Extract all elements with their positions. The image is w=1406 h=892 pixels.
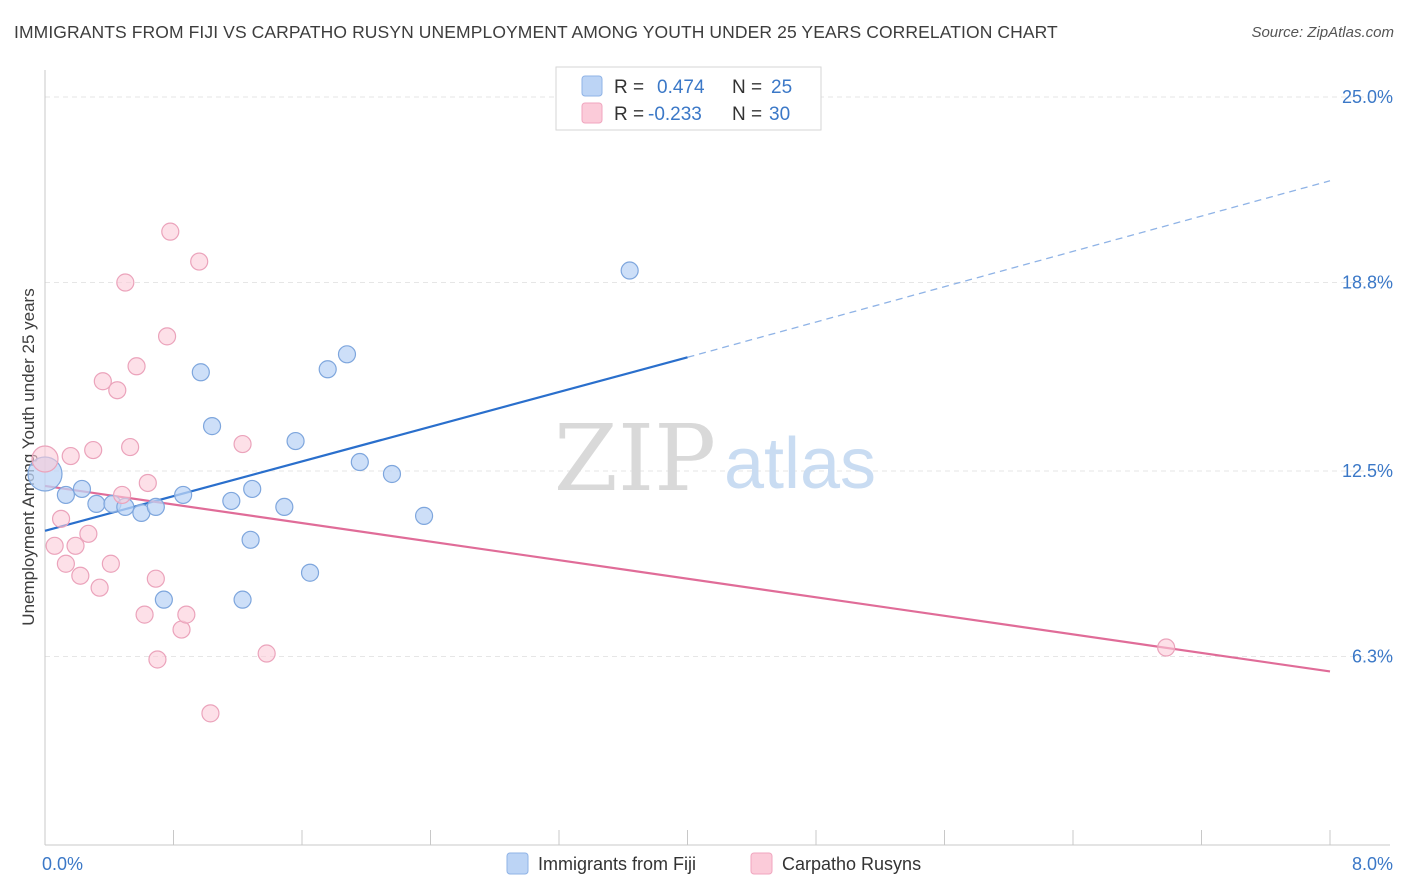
legend-n-label-fiji: N = — [732, 77, 762, 98]
point-rusyn-14 — [116, 273, 135, 292]
point-rusyn-22 — [161, 222, 180, 241]
point-rusyn-20 — [148, 650, 167, 669]
point-rusyn-1 — [45, 536, 64, 555]
point-rusyn-6 — [71, 566, 90, 585]
point-fiji-18 — [300, 563, 320, 582]
legend-r-value-rusyn: -0.233 — [648, 104, 702, 125]
legend-r-value-fiji: 0.474 — [657, 77, 705, 98]
point-rusyn-28 — [257, 644, 276, 663]
point-rusyn-17 — [135, 605, 154, 624]
watermark-zip: ZIP — [554, 405, 716, 512]
point-rusyn-29 — [1157, 638, 1176, 657]
point-fiji-3 — [87, 494, 106, 514]
point-fiji-21 — [350, 452, 369, 472]
series-legend: Immigrants from Fiji Carpatho Rusyns — [506, 852, 921, 875]
legend-r-label-fiji: R = — [614, 77, 644, 98]
point-fiji-22 — [382, 464, 402, 484]
point-rusyn-27 — [233, 434, 252, 454]
x-tick-labels: 0.0% 8.0% — [42, 854, 1393, 874]
point-fiji-19 — [318, 360, 337, 379]
point-fiji-2 — [72, 479, 92, 499]
point-rusyn-5 — [66, 536, 85, 555]
point-fiji-14 — [241, 530, 260, 549]
point-rusyn-8 — [84, 440, 103, 460]
point-fiji-16 — [275, 497, 294, 517]
point-rusyn-25 — [190, 252, 209, 271]
point-rusyn-7 — [79, 524, 98, 543]
stats-legend: R = 0.474 N = 25 R = -0.233 N = 30 — [555, 66, 822, 131]
point-rusyn-10 — [93, 372, 112, 391]
point-fiji-13 — [233, 590, 252, 609]
y-tick-label-2: 18.8% — [1342, 273, 1393, 293]
point-fiji-8 — [154, 590, 173, 609]
point-fiji-23 — [414, 506, 434, 525]
legend-swatch-fiji-bottom — [506, 852, 529, 875]
data-points — [27, 222, 1176, 723]
point-rusyn-4 — [61, 446, 80, 466]
legend-n-value-rusyn: 30 — [769, 104, 790, 125]
point-rusyn-16 — [127, 357, 146, 376]
y-tick-label-1: 12.5% — [1342, 461, 1393, 481]
point-rusyn-15 — [121, 437, 140, 457]
point-rusyn-26 — [201, 704, 220, 723]
watermark: ZIP atlas — [554, 405, 876, 512]
y-tick-labels: 6.3% 12.5% 18.8% 25.0% — [1342, 87, 1393, 667]
legend-n-label-rusyn: N = — [732, 104, 762, 125]
legend-r-label-rusyn: R = — [614, 104, 644, 125]
legend-label-fiji: Immigrants from Fiji — [538, 854, 696, 874]
point-rusyn-2 — [51, 509, 71, 528]
point-fiji-24 — [620, 261, 639, 280]
point-fiji-1 — [56, 485, 75, 505]
point-rusyn-12 — [108, 381, 127, 400]
watermark-atlas: atlas — [724, 424, 876, 504]
point-fiji-20 — [337, 345, 357, 364]
point-rusyn-24 — [177, 605, 196, 624]
point-rusyn-18 — [138, 473, 157, 493]
legend-swatch-rusyn-bottom — [750, 852, 773, 875]
legend-label-rusyn: Carpatho Rusyns — [782, 854, 921, 874]
point-rusyn-13 — [112, 485, 132, 505]
chart-title: IMMIGRANTS FROM FIJI VS CARPATHO RUSYN U… — [14, 22, 1058, 42]
point-fiji-7 — [146, 497, 165, 517]
trend-line-fiji-extended — [687, 180, 1331, 358]
source-label: Source: ZipAtlas.com — [1251, 24, 1394, 41]
grid-lines — [45, 96, 1390, 658]
point-fiji-17 — [286, 431, 305, 451]
y-tick-label-3: 25.0% — [1342, 87, 1393, 107]
legend-swatch-rusyn — [581, 102, 603, 124]
point-fiji-11 — [202, 417, 222, 436]
trend-line-rusyn — [44, 484, 1331, 673]
point-rusyn-19 — [146, 569, 165, 588]
legend-swatch-fiji — [581, 75, 603, 97]
x-tick-label-0: 0.0% — [42, 854, 83, 874]
point-rusyn-9 — [90, 578, 109, 597]
point-fiji-12 — [222, 491, 241, 511]
y-tick-label-0: 6.3% — [1352, 647, 1393, 667]
x-tick-label-1: 8.0% — [1352, 854, 1393, 874]
point-rusyn-11 — [101, 554, 120, 573]
axes — [44, 70, 1390, 846]
point-fiji-15 — [243, 479, 262, 499]
legend-n-value-fiji: 25 — [771, 77, 792, 98]
point-rusyn-0 — [31, 445, 59, 473]
point-rusyn-3 — [56, 554, 75, 573]
point-fiji-9 — [174, 485, 193, 505]
point-fiji-10 — [191, 363, 210, 382]
point-rusyn-21 — [157, 327, 177, 346]
